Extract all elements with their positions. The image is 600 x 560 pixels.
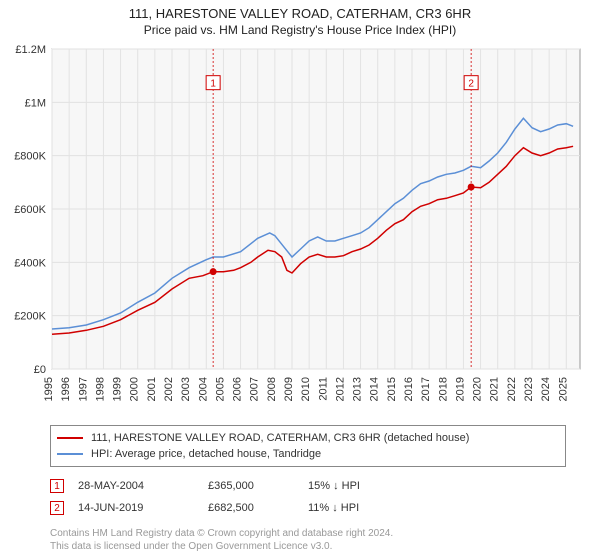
svg-text:2001: 2001 <box>146 377 158 401</box>
transaction-table: 1 28-MAY-2004£365,00015% ↓ HPI 2 14-JUN-201… <box>50 475 566 519</box>
svg-text:2014: 2014 <box>369 377 381 401</box>
svg-text:2002: 2002 <box>163 377 175 401</box>
svg-text:£200K: £200K <box>14 311 46 323</box>
svg-text:2005: 2005 <box>214 377 226 401</box>
transaction-date: 14-JUN-2019 <box>78 502 208 514</box>
transaction-diff: 11% ↓ HPI <box>308 502 418 514</box>
transaction-diff: 15% ↓ HPI <box>308 480 418 492</box>
chart-title-block: 111, HARESTONE VALLEY ROAD, CATERHAM, CR… <box>0 0 600 39</box>
transaction-price: £365,000 <box>208 480 308 492</box>
transaction-marker: 1 <box>50 479 64 493</box>
transaction-date: 28-MAY-2004 <box>78 480 208 492</box>
svg-text:£1M: £1M <box>25 97 46 109</box>
footer-line2: This data is licensed under the Open Gov… <box>50 540 566 553</box>
svg-text:2023: 2023 <box>523 377 535 401</box>
legend: 111, HARESTONE VALLEY ROAD, CATERHAM, CR… <box>50 425 566 467</box>
price-chart: £0 £200K £400K £600K £800K £1M £1.2M 1995 1996 19… <box>0 39 600 419</box>
svg-text:1996: 1996 <box>60 377 72 401</box>
chart-title-sub: Price paid vs. HM Land Registry's House … <box>0 23 600 37</box>
svg-text:£0: £0 <box>34 364 46 376</box>
transaction-price: £682,500 <box>208 502 308 514</box>
marker-dot-1 <box>210 268 217 275</box>
svg-text:2017: 2017 <box>420 377 432 401</box>
legend-label: 111, HARESTONE VALLEY ROAD, CATERHAM, CR… <box>91 432 469 444</box>
footer-attribution: Contains HM Land Registry data © Crown c… <box>50 527 566 553</box>
svg-text:2006: 2006 <box>232 377 244 401</box>
svg-text:2019: 2019 <box>454 377 466 401</box>
legend-item: 111, HARESTONE VALLEY ROAD, CATERHAM, CR… <box>57 430 559 446</box>
svg-text:2021: 2021 <box>489 377 501 401</box>
legend-label: HPI: Average price, detached house, Tand… <box>91 448 321 460</box>
svg-text:2013: 2013 <box>352 377 364 401</box>
legend-swatch <box>57 437 83 439</box>
marker-dot-2 <box>468 184 475 191</box>
svg-text:1995: 1995 <box>43 377 55 401</box>
svg-text:2022: 2022 <box>506 377 518 401</box>
svg-text:2: 2 <box>468 79 474 90</box>
svg-text:2024: 2024 <box>540 377 552 401</box>
legend-swatch <box>57 453 83 455</box>
svg-text:£1.2M: £1.2M <box>15 44 46 56</box>
svg-text:2008: 2008 <box>266 377 278 401</box>
chart-title-main: 111, HARESTONE VALLEY ROAD, CATERHAM, CR… <box>0 6 600 21</box>
legend-item: HPI: Average price, detached house, Tand… <box>57 446 559 462</box>
svg-text:£600K: £600K <box>14 204 46 216</box>
svg-text:1: 1 <box>210 79 216 90</box>
transaction-row: 1 28-MAY-2004£365,00015% ↓ HPI <box>50 475 566 497</box>
svg-text:2018: 2018 <box>437 377 449 401</box>
svg-text:2025: 2025 <box>557 377 569 401</box>
transaction-row: 2 14-JUN-2019£682,50011% ↓ HPI <box>50 497 566 519</box>
svg-text:2012: 2012 <box>334 377 346 401</box>
svg-text:2010: 2010 <box>300 377 312 401</box>
svg-text:2004: 2004 <box>197 377 209 401</box>
svg-text:2000: 2000 <box>129 377 141 401</box>
svg-text:2007: 2007 <box>249 377 261 401</box>
svg-text:2020: 2020 <box>472 377 484 401</box>
svg-text:1997: 1997 <box>77 377 89 401</box>
svg-text:2003: 2003 <box>180 377 192 401</box>
svg-text:£400K: £400K <box>14 257 46 269</box>
svg-text:£800K: £800K <box>14 151 46 163</box>
chart-container: £0 £200K £400K £600K £800K £1M £1.2M 1995 1996 19… <box>0 39 600 419</box>
svg-text:2009: 2009 <box>283 377 295 401</box>
svg-text:1999: 1999 <box>112 377 124 401</box>
svg-text:2015: 2015 <box>386 377 398 401</box>
svg-text:2016: 2016 <box>403 377 415 401</box>
transaction-marker: 2 <box>50 501 64 515</box>
footer-line1: Contains HM Land Registry data © Crown c… <box>50 527 566 540</box>
svg-text:1998: 1998 <box>94 377 106 401</box>
svg-text:2011: 2011 <box>317 377 329 401</box>
